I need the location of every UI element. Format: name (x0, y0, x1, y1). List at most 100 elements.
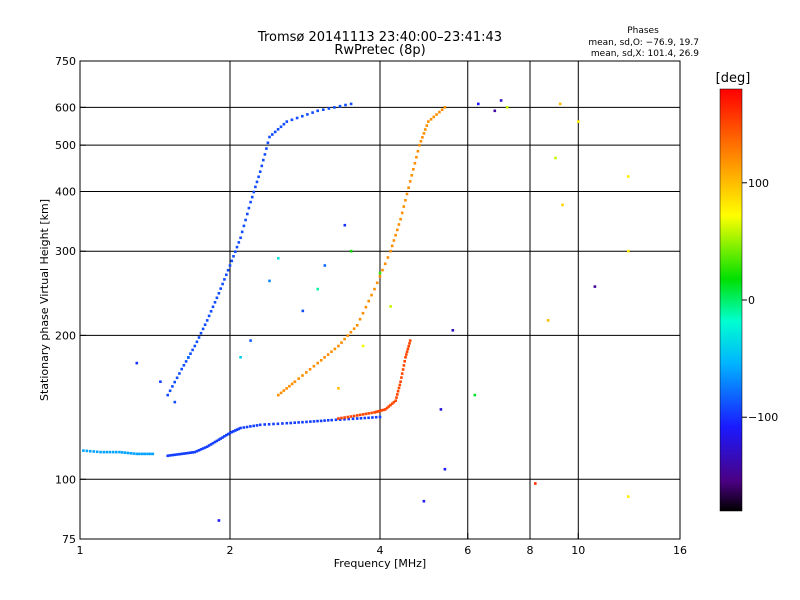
data-point (397, 386, 401, 390)
data-point (279, 125, 283, 129)
data-point (297, 377, 300, 380)
data-point (271, 133, 274, 136)
data-point (99, 450, 102, 454)
data-point (118, 450, 121, 454)
y-tick-label: 100 (55, 473, 76, 486)
data-point (361, 344, 365, 348)
data-point (407, 186, 410, 189)
data-point (228, 431, 232, 435)
data-point (132, 452, 136, 455)
data-point (408, 180, 412, 183)
data-point (276, 422, 280, 426)
data-point (337, 417, 340, 420)
data-point (187, 451, 190, 455)
data-point (245, 425, 249, 429)
data-point (252, 190, 256, 194)
data-point (249, 200, 252, 204)
data-point (363, 416, 367, 420)
data-point (378, 409, 382, 413)
data-point (211, 441, 215, 445)
data-point (343, 337, 346, 341)
data-point (191, 451, 194, 454)
data-point (199, 331, 203, 335)
data-point (378, 415, 382, 419)
data-point (394, 399, 397, 402)
data-point (237, 427, 241, 431)
data-point (182, 364, 186, 367)
data-point (268, 135, 271, 139)
data-point (203, 323, 207, 326)
data-point (191, 348, 194, 352)
data-point (178, 452, 181, 456)
data-point (159, 380, 162, 383)
data-point (627, 249, 630, 253)
colorbar-tick-label: −100 (748, 411, 778, 424)
y-tick-label: 300 (55, 245, 76, 258)
data-point (182, 452, 186, 455)
y-tick-label: 400 (55, 185, 76, 198)
data-point (400, 372, 404, 375)
data-point (392, 239, 396, 242)
data-point (184, 452, 188, 455)
data-point (108, 450, 112, 454)
data-point (346, 415, 350, 419)
data-point (389, 305, 392, 308)
data-point (267, 423, 271, 426)
data-point (358, 317, 362, 321)
data-point (285, 421, 289, 425)
data-point (355, 324, 359, 327)
data-point (282, 389, 286, 392)
data-point (333, 106, 336, 109)
data-point (230, 259, 234, 263)
data-point (249, 339, 252, 342)
data-point (239, 236, 242, 240)
data-point (305, 420, 308, 424)
data-point (215, 296, 219, 300)
data-point (173, 380, 176, 384)
x-tick-label: 16 (673, 544, 687, 557)
data-point (429, 118, 433, 121)
data-point (250, 195, 254, 199)
data-point (258, 170, 262, 173)
data-point (193, 344, 197, 348)
data-point (396, 389, 400, 393)
data-point (327, 107, 331, 110)
data-point (180, 452, 183, 456)
data-point (367, 412, 370, 415)
data-point (593, 285, 597, 288)
data-point (406, 347, 410, 351)
colorbar (719, 88, 743, 512)
data-point (102, 450, 106, 454)
data-point (375, 281, 379, 285)
data-point (390, 244, 394, 248)
data-point (246, 212, 249, 216)
data-point (199, 448, 203, 451)
data-point (316, 109, 319, 113)
data-point (209, 310, 213, 313)
data-point (493, 109, 497, 113)
data-point (85, 449, 89, 453)
data-point (326, 419, 330, 422)
data-point (242, 426, 246, 429)
data-point (189, 451, 192, 454)
data-point (281, 422, 284, 425)
data-point (402, 364, 406, 367)
data-point (399, 380, 402, 383)
data-point (146, 452, 149, 456)
data-point (546, 319, 550, 322)
data-point (389, 403, 392, 407)
y-tick-label: 75 (62, 533, 76, 546)
data-point (175, 453, 179, 456)
data-point (367, 299, 370, 303)
data-point (234, 250, 237, 253)
data-point (115, 450, 118, 454)
data-point (121, 451, 124, 454)
data-point (301, 114, 304, 118)
data-point (343, 416, 346, 419)
data-point (424, 128, 427, 131)
data-point (337, 387, 340, 390)
data-point (301, 309, 305, 313)
data-point (382, 408, 385, 412)
data-point (288, 384, 291, 388)
data-point (209, 443, 213, 446)
